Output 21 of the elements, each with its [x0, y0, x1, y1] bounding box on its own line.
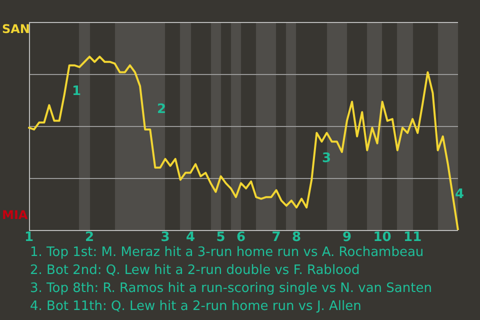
text: MIA [2, 208, 28, 222]
x-tick-label: 7 [272, 230, 281, 246]
annotation: 3 [322, 151, 332, 167]
text: SAN [2, 22, 30, 36]
text: 1. Top 1st: M. Meraz hit a 3-run home run vs A. Rochambeau [30, 244, 425, 262]
x-tick-label: 5 [216, 230, 226, 246]
text: 4. Bot 11th: Q. Lew hit a 2-run home run vs J. Allen [30, 298, 362, 316]
x-tick-label: 11 [404, 230, 422, 246]
x-tick-label: 9 [342, 230, 352, 246]
x-tick-label: 2 [85, 230, 94, 246]
x-tick-label: 3 [160, 230, 170, 246]
annotation: 1 [72, 84, 82, 100]
text: 2. Bot 2nd: Q. Lew hit a 2-run double vs F. Rablood [30, 262, 361, 280]
x-tick-label: 10 [373, 230, 392, 246]
text: 3. Top 8th: R. Ramos hit a run-scoring single vs N. van Santen [30, 280, 432, 298]
annotation: 4 [455, 187, 464, 203]
x-tick-label: 8 [292, 230, 302, 246]
x-tick-label: 4 [186, 230, 196, 246]
x-tick-label: 1 [24, 230, 34, 246]
x-tick-label: 6 [236, 230, 246, 246]
annotation: 2 [157, 102, 166, 118]
